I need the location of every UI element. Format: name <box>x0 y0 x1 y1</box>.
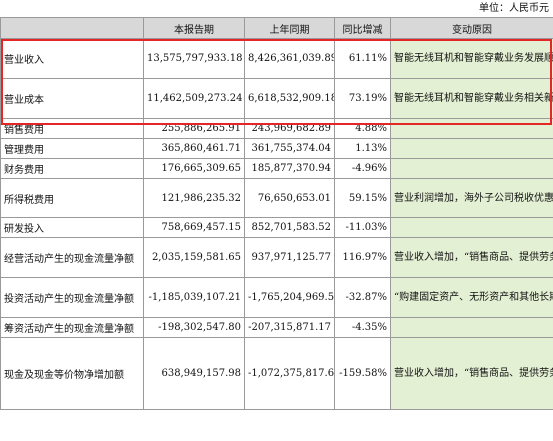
row-prior: -1,072,375,817.64 <box>244 337 335 410</box>
row-current: 638,949,157.98 <box>143 337 245 410</box>
row-reason: 营业收入增加，“销售商品、提供劳务收到的现金”增加 <box>390 237 553 278</box>
header-prior-period: 上年同期 <box>244 17 335 39</box>
row-name: 筹资活动产生的现金流量净额 <box>0 317 144 338</box>
row-current: 2,035,159,581.65 <box>143 237 245 278</box>
table-row: 投资活动产生的现金流量净额 -1,185,039,107.21 -1,765,2… <box>0 277 553 318</box>
row-reason: 智能无线耳机和智能穿戴业务相关新项目增加，营业成本增加 <box>390 78 553 119</box>
table-row: 销售费用 255,886,265.91 243,969,682.89 4.88% <box>0 118 553 139</box>
row-reason <box>390 118 553 139</box>
row-change: -159.58% <box>334 337 391 410</box>
table-row: 研发投入 758,669,457.15 852,701,583.52 -11.0… <box>0 217 553 238</box>
header-row: 本报告期 上年同期 同比增减 变动原因 <box>0 17 553 39</box>
row-prior: 185,877,370.94 <box>244 158 335 179</box>
row-name: 营业收入 <box>0 38 144 79</box>
row-name: 所得税费用 <box>0 178 144 218</box>
row-change: 73.19% <box>334 78 391 119</box>
table-row: 营业成本 11,462,509,273.24 6,618,532,909.18 … <box>0 78 553 119</box>
row-prior: 361,755,374.04 <box>244 138 335 159</box>
header-item <box>0 17 144 39</box>
table-row: 营业收入 13,575,797,933.18 8,426,361,039.89 … <box>0 38 553 79</box>
row-prior: 937,971,125.77 <box>244 237 335 278</box>
row-change: -4.35% <box>334 317 391 338</box>
row-change: 61.11% <box>334 38 391 79</box>
row-current: 11,462,509,273.24 <box>143 78 245 119</box>
row-name: 营业成本 <box>0 78 144 119</box>
row-current: -1,185,039,107.21 <box>143 277 245 318</box>
row-change: -4.96% <box>334 158 391 179</box>
table-row: 所得税费用 121,986,235.32 76,650,653.01 59.15… <box>0 178 553 218</box>
row-name: 管理费用 <box>0 138 144 159</box>
row-prior: 6,618,532,909.18 <box>244 78 335 119</box>
row-change: -11.03% <box>334 217 391 238</box>
row-name: 研发投入 <box>0 217 144 238</box>
row-reason <box>390 158 553 179</box>
row-change: 1.13% <box>334 138 391 159</box>
row-name: 投资活动产生的现金流量净额 <box>0 277 144 318</box>
row-name: 经营活动产生的现金流量净额 <box>0 237 144 278</box>
financial-table: 本报告期 上年同期 同比增减 变动原因 营业收入 13,575,797,933.… <box>0 17 553 410</box>
header-current-period: 本报告期 <box>143 17 245 39</box>
row-prior: 8,426,361,039.89 <box>244 38 335 79</box>
row-reason: 营业收入增加，“销售商品、提供劳务收到的现金”增加；“购建固定资产、无形资产和其… <box>390 337 553 410</box>
row-current: -198,302,547.80 <box>143 317 245 338</box>
row-current: 13,575,797,933.18 <box>143 38 245 79</box>
row-reason <box>390 317 553 338</box>
row-current: 255,886,265.91 <box>143 118 245 139</box>
row-reason: “购建固定资产、无形资产和其他长期资产支付的现金”减少 <box>390 277 553 318</box>
row-reason <box>390 138 553 159</box>
row-prior: -207,315,871.17 <box>244 317 335 338</box>
row-prior: -1,765,204,969.50 <box>244 277 335 318</box>
table-row: 财务费用 176,665,309.65 185,877,370.94 -4.96… <box>0 158 553 179</box>
unit-label: 单位：人民币元 <box>479 3 549 14</box>
row-reason: 智能无线耳机和智能穿戴业务发展顺利，营业收入贡献增加 <box>390 38 553 79</box>
row-change: -32.87% <box>334 277 391 318</box>
row-prior: 852,701,583.52 <box>244 217 335 238</box>
row-reason: 营业利润增加，海外子公司税收优惠政策调整 <box>390 178 553 218</box>
row-prior: 243,969,682.89 <box>244 118 335 139</box>
row-change: 4.88% <box>334 118 391 139</box>
row-change: 116.97% <box>334 237 391 278</box>
row-name: 现金及现金等价物净增加额 <box>0 337 144 410</box>
table-row: 管理费用 365,860,461.71 361,755,374.04 1.13% <box>0 138 553 159</box>
header-yoy-change: 同比增减 <box>334 17 391 39</box>
row-current: 176,665,309.65 <box>143 158 245 179</box>
row-name: 销售费用 <box>0 118 144 139</box>
row-current: 365,860,461.71 <box>143 138 245 159</box>
row-prior: 76,650,653.01 <box>244 178 335 218</box>
row-change: 59.15% <box>334 178 391 218</box>
table-row: 筹资活动产生的现金流量净额 -198,302,547.80 -207,315,8… <box>0 317 553 338</box>
table-row: 现金及现金等价物净增加额 638,949,157.98 -1,072,375,8… <box>0 337 553 410</box>
row-current: 758,669,457.15 <box>143 217 245 238</box>
row-current: 121,986,235.32 <box>143 178 245 218</box>
row-name: 财务费用 <box>0 158 144 179</box>
table-row: 经营活动产生的现金流量净额 2,035,159,581.65 937,971,1… <box>0 237 553 278</box>
row-reason <box>390 217 553 238</box>
header-reason: 变动原因 <box>390 17 553 39</box>
